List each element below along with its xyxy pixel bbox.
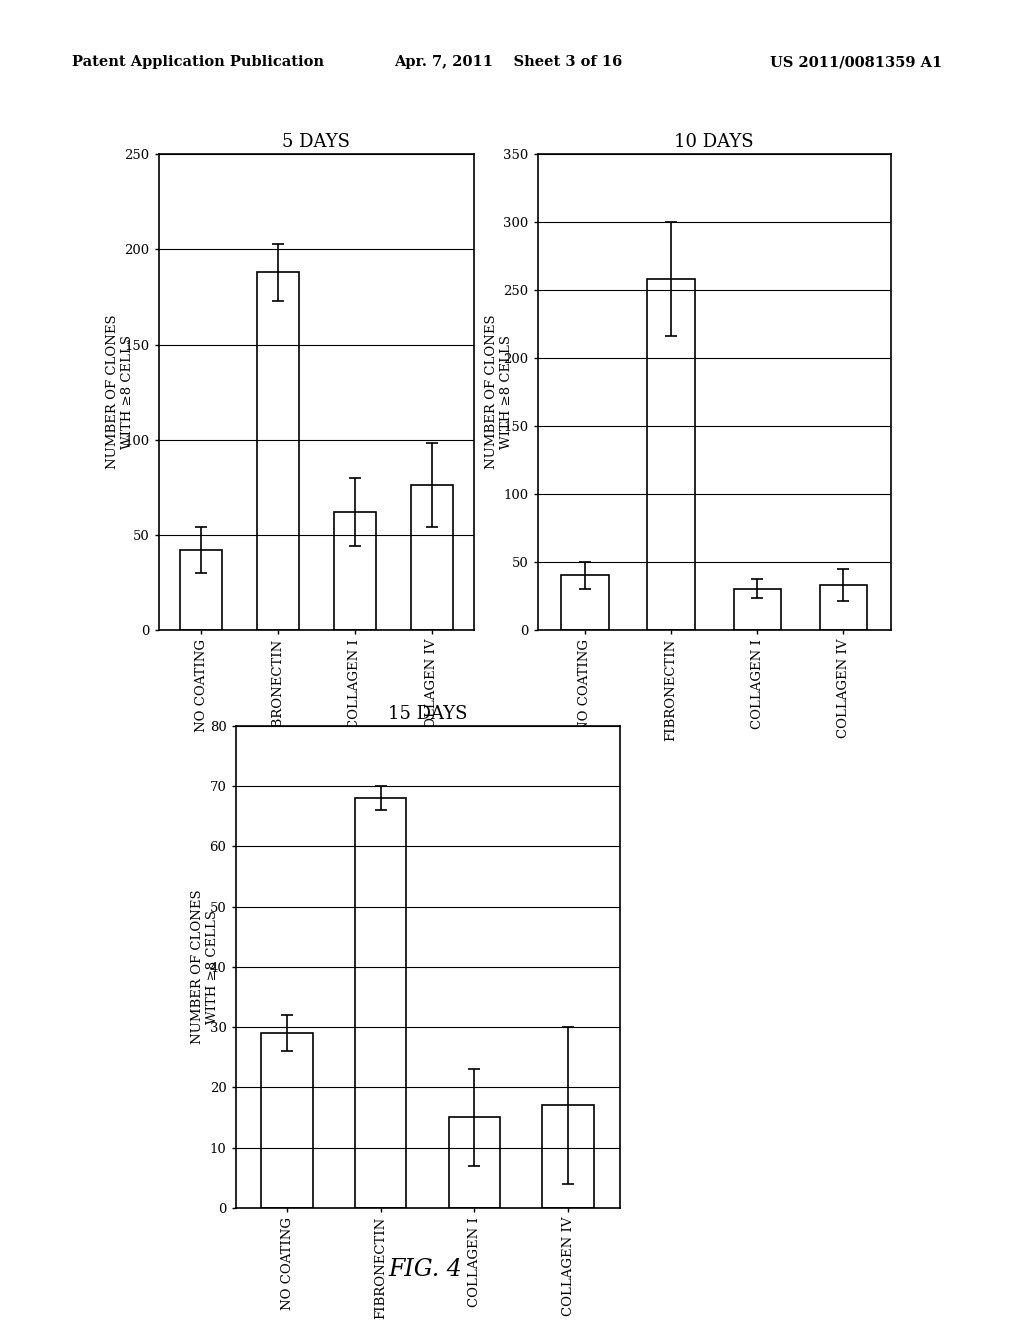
Y-axis label: NUMBER OF CLONES
WITH ≥8 CELLS: NUMBER OF CLONES WITH ≥8 CELLS bbox=[485, 314, 513, 470]
Bar bbox=[820, 585, 867, 630]
Text: FIG. 4: FIG. 4 bbox=[388, 1258, 462, 1282]
Y-axis label: NUMBER OF CLONES
WITH ≥8 CELLS: NUMBER OF CLONES WITH ≥8 CELLS bbox=[106, 314, 134, 470]
Text: US 2011/0081359 A1: US 2011/0081359 A1 bbox=[770, 55, 942, 70]
Title: 5 DAYS: 5 DAYS bbox=[283, 133, 350, 152]
Title: 15 DAYS: 15 DAYS bbox=[388, 705, 467, 723]
Title: 10 DAYS: 10 DAYS bbox=[675, 133, 754, 152]
Bar bbox=[543, 1105, 594, 1208]
Bar bbox=[257, 272, 299, 630]
Bar bbox=[180, 550, 222, 630]
Bar bbox=[561, 576, 608, 630]
Y-axis label: NUMBER OF CLONES
WITH ≥8 CELLS: NUMBER OF CLONES WITH ≥8 CELLS bbox=[191, 890, 219, 1044]
Bar bbox=[733, 589, 781, 630]
Bar bbox=[411, 486, 453, 630]
Bar bbox=[355, 799, 407, 1208]
Bar bbox=[261, 1034, 312, 1208]
Text: Apr. 7, 2011    Sheet 3 of 16: Apr. 7, 2011 Sheet 3 of 16 bbox=[394, 55, 623, 70]
Bar bbox=[449, 1118, 500, 1208]
Bar bbox=[334, 512, 376, 630]
Bar bbox=[647, 280, 695, 630]
Text: Patent Application Publication: Patent Application Publication bbox=[72, 55, 324, 70]
